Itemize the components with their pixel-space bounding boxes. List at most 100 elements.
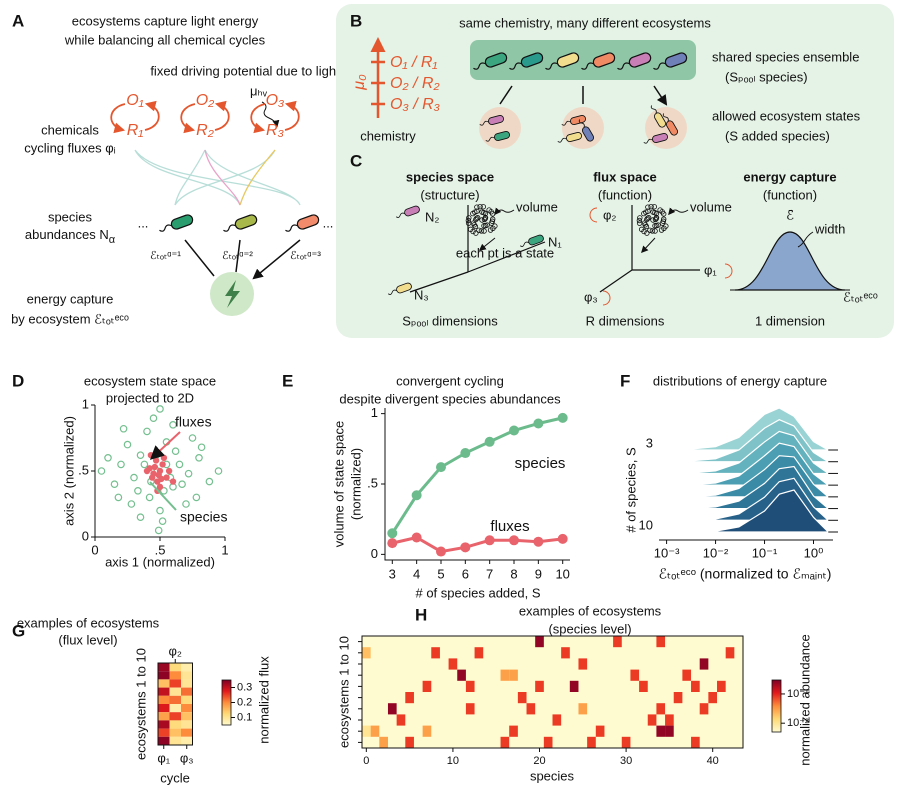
point	[509, 535, 520, 546]
heat-cell	[656, 725, 666, 737]
heat-cell	[717, 680, 726, 692]
cell	[628, 52, 652, 68]
blob-point	[466, 215, 472, 221]
bacterium	[485, 130, 510, 142]
heat-cell	[474, 647, 484, 659]
blob-point	[473, 230, 479, 236]
point	[134, 486, 142, 495]
heat-cell	[181, 687, 193, 696]
heat-cell	[169, 704, 181, 713]
flagellum	[509, 62, 522, 70]
blob-point	[641, 210, 647, 217]
colorbar	[221, 679, 232, 726]
heatmap-background	[362, 636, 743, 748]
label: (Sₚₒₒₗ species)	[725, 69, 808, 84]
heat-cell	[158, 679, 170, 688]
bacterium	[519, 234, 544, 247]
point	[156, 506, 164, 515]
heat-cell	[595, 725, 605, 737]
cycle-arrow	[110, 103, 126, 134]
heat-cell	[517, 692, 527, 704]
cell	[653, 112, 667, 128]
cell	[556, 52, 580, 68]
point	[484, 535, 495, 546]
heat-cell	[552, 714, 562, 726]
cell	[592, 52, 616, 68]
point	[557, 412, 568, 423]
point	[195, 453, 203, 462]
heat-cell	[656, 636, 666, 648]
label: volume	[516, 199, 558, 214]
point	[460, 542, 471, 553]
point	[160, 454, 168, 461]
axis-label: ℰₜₒₜᵉᶜᵒ	[843, 289, 878, 304]
x-tick-label: 0	[363, 755, 369, 767]
heat-cell	[448, 658, 458, 670]
y-axis-label: (normalized)	[348, 448, 363, 520]
blob-point	[644, 216, 650, 223]
point	[149, 414, 158, 423]
flagellum	[285, 224, 298, 232]
bacterium	[561, 114, 586, 126]
ridge	[666, 489, 830, 533]
label: volume	[690, 199, 732, 214]
blob-point	[650, 209, 656, 215]
cell	[570, 114, 586, 126]
blob-point	[476, 227, 482, 234]
cycle-arrow	[284, 100, 300, 131]
text: examples of ecosystems	[519, 603, 662, 618]
flagellum	[557, 137, 567, 143]
flagellum	[473, 62, 486, 70]
ellipsis: ...	[323, 215, 334, 230]
heat-cell	[691, 736, 700, 748]
heat-cell	[169, 712, 181, 721]
heat-cell	[621, 736, 631, 748]
heat-cell	[158, 712, 170, 721]
flagellum	[617, 62, 630, 70]
label-sub: α	[109, 234, 116, 246]
blob-point	[636, 220, 643, 226]
x-tick-label: 5	[437, 566, 444, 581]
y-tick-label: 0	[371, 546, 378, 561]
heat-cell	[569, 680, 579, 692]
point	[387, 528, 398, 539]
x-tick-label: 9	[535, 566, 542, 581]
heat-cell	[673, 692, 683, 704]
bacterium	[650, 105, 667, 128]
cycle-arrow	[144, 100, 160, 131]
blob-point	[651, 204, 657, 210]
label: ℰₜₒₜᵅ⁼¹	[150, 250, 181, 262]
point	[130, 473, 138, 482]
axis-label: N₂	[425, 209, 439, 224]
bacterium	[387, 282, 412, 295]
axis-label: N₃	[414, 287, 429, 302]
heat-cell	[465, 703, 475, 715]
axis-label: φ₂	[603, 207, 616, 222]
bacterium	[223, 214, 258, 232]
state-circle	[645, 107, 687, 149]
cell	[484, 52, 508, 68]
text: ecosystem state space	[84, 373, 216, 388]
label: ℰ̄	[786, 207, 794, 222]
arrow	[499, 85, 666, 104]
label: (S added species)	[725, 128, 830, 143]
col-label: φ₃	[180, 750, 194, 765]
cell	[528, 234, 544, 246]
point	[154, 526, 163, 535]
heat-cell	[543, 736, 553, 748]
heat-cell	[682, 669, 692, 681]
heat-cell	[181, 671, 193, 680]
blob-point	[470, 228, 476, 235]
heat-cell	[578, 703, 588, 715]
heat-cell	[169, 728, 181, 737]
x-tick-label: 30	[620, 755, 632, 767]
point	[117, 460, 125, 469]
cycle-o: O₃	[266, 92, 285, 109]
text: (flux level)	[58, 632, 117, 647]
squiggle	[797, 231, 814, 248]
blob-point	[479, 209, 485, 215]
text: examples of ecosystems	[17, 615, 160, 630]
heat-cell	[169, 663, 181, 672]
flagellum	[519, 241, 529, 247]
heat-cell	[405, 736, 414, 748]
